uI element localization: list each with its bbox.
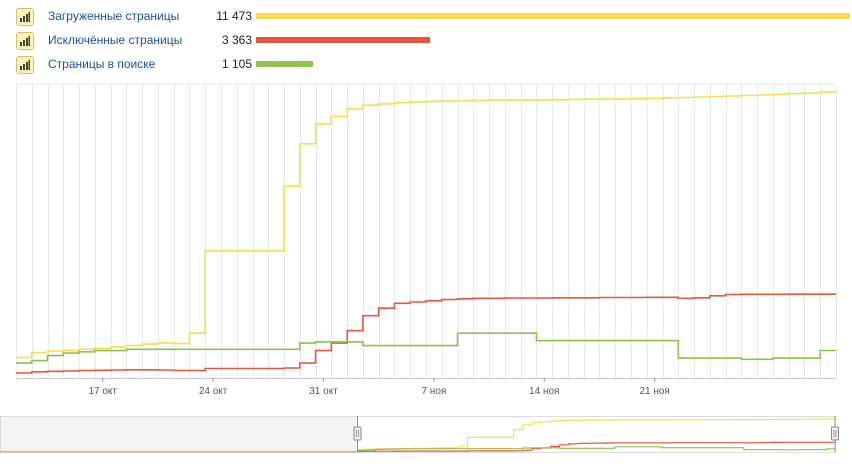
navigator-line-in-search [357,446,836,451]
navigator-svg[interactable] [0,412,852,468]
series-value-loaded: 11 473 [216,9,252,23]
legend-row-loaded[interactable]: Загруженные страницы 11 473 [16,8,850,30]
series-bar-in-search [256,61,313,67]
series-line-loaded [16,91,836,359]
legend-row-excluded[interactable]: Исключённые страницы 3 363 [16,32,846,54]
navigator-handle-grip [831,426,839,441]
navigator-left-handle[interactable] [353,416,362,452]
main-chart-svg[interactable]: 17 окт 24 окт 31 окт 7 ноя 14 ноя 21 ноя [0,80,852,400]
series-bar-excluded [256,37,430,43]
x-tick-label: 31 окт [309,386,338,397]
x-tick-label: 17 окт [88,386,117,397]
x-tick-label: 24 окт [199,386,228,397]
series-line-in-search [16,332,836,364]
bar-chart-icon[interactable] [16,8,34,26]
bar-chart-icon[interactable] [16,32,34,50]
legend: Загруженные страницы 11 473 Исключённые … [0,0,852,80]
navigator-handle-grip [353,426,362,441]
navigator-unselected-region [1,417,357,452]
legend-row-in-search[interactable]: Страницы в поиске 1 105 [16,56,846,78]
series-label-in-search[interactable]: Страницы в поиске [48,57,156,71]
series-value-in-search: 1 105 [221,57,252,71]
series-label-excluded[interactable]: Исключённые страницы [48,33,183,47]
x-tick-label: 21 ноя [639,386,669,397]
series-label-loaded[interactable]: Загруженные страницы [48,9,180,23]
series-bar-loaded [256,13,850,19]
series-value-excluded: 3 363 [221,33,252,47]
navigator-right-handle[interactable] [831,416,839,452]
main-chart[interactable]: 17 окт 24 окт 31 окт 7 ноя 14 ноя 21 ноя [0,80,852,400]
x-tick-label: 14 ноя [529,386,559,397]
series-line-excluded [16,293,836,374]
bar-chart-icon[interactable] [16,56,34,74]
range-navigator[interactable] [0,412,852,468]
navigator-line-excluded [357,441,836,452]
x-tick-label: 7 ноя [421,386,446,397]
